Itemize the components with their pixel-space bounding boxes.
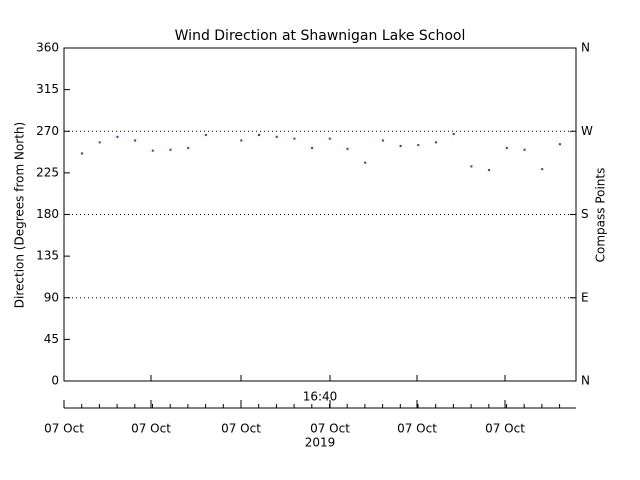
point	[346, 147, 349, 150]
point	[98, 141, 101, 144]
y-axis-label: Direction (Degrees from North)	[13, 122, 27, 308]
point	[151, 149, 154, 152]
point	[328, 137, 331, 140]
y2-tick-label: N	[581, 41, 590, 55]
point	[258, 133, 260, 136]
point	[523, 148, 526, 151]
y-tick-label: 45	[44, 332, 59, 346]
point	[435, 141, 437, 144]
x-date-label: 07 Oct	[131, 422, 171, 436]
point	[240, 139, 243, 142]
x-date-label: 07 Oct	[310, 422, 350, 436]
point	[116, 135, 119, 138]
point	[452, 133, 455, 136]
y-tick-label: 0	[51, 374, 59, 388]
y2-tick-label: N	[581, 374, 590, 388]
point	[293, 137, 296, 140]
y2-tick-label: W	[581, 124, 593, 138]
point	[134, 139, 137, 142]
x-time-label: 16:40	[303, 390, 338, 404]
y-tick-label: 360	[36, 41, 59, 55]
point	[399, 145, 402, 148]
y-tick-label: 315	[36, 82, 59, 96]
point	[488, 169, 491, 172]
point	[381, 139, 384, 142]
y-tick-label: 225	[36, 165, 59, 179]
x-date-label: 07 Oct	[221, 422, 261, 436]
chart-title: Wind Direction at Shawnigan Lake School	[175, 28, 466, 44]
x-date-label: 07 Oct	[44, 422, 84, 436]
y-tick-label: 90	[44, 290, 59, 304]
point	[417, 144, 420, 147]
y2-axis-label: Compass Points	[594, 168, 608, 263]
point	[541, 168, 544, 171]
y-tick-label: 180	[36, 207, 59, 221]
point	[187, 146, 190, 149]
x-date-label: 07 Oct	[485, 422, 525, 436]
point	[364, 161, 367, 164]
point	[81, 152, 83, 155]
y2-tick-label: S	[581, 207, 589, 221]
point	[275, 135, 278, 138]
y-tick-label: 135	[36, 249, 59, 263]
point	[311, 146, 314, 149]
point	[204, 133, 207, 136]
point	[169, 148, 172, 151]
y2-tick-label: E	[581, 290, 589, 304]
x-date-label: 07 Oct	[397, 422, 437, 436]
x-year-label: 2019	[305, 436, 336, 450]
point	[470, 165, 473, 168]
y-tick-label: 270	[36, 124, 59, 138]
point	[558, 143, 561, 146]
point	[505, 146, 508, 149]
